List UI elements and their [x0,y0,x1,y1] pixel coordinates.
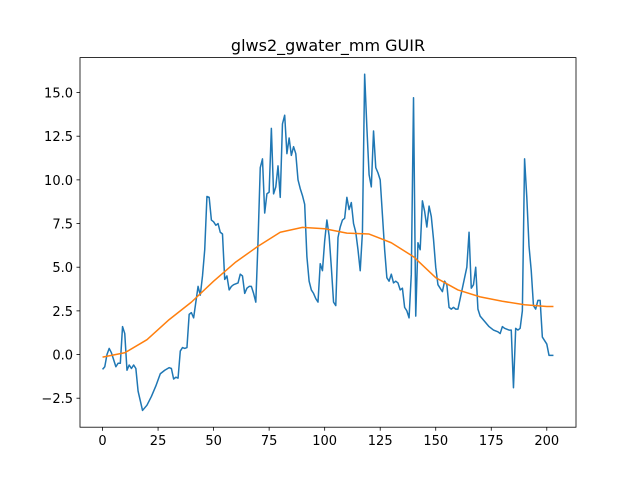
y-tick-label: 10.0 [44,174,73,189]
y-tick-label: −2.5 [41,392,73,407]
plot-frame [79,57,577,428]
y-tick-label: 5.0 [52,261,73,276]
x-tick-label: 200 [534,434,559,449]
x-tick-label: 100 [312,434,337,449]
y-tick-label: 0.0 [52,349,73,364]
x-tick-label: 0 [98,434,106,449]
x-tick-label: 50 [205,434,222,449]
y-tick-label: 7.5 [52,218,73,233]
x-tick-label: 75 [261,434,278,449]
data-line [102,226,554,358]
x-tick-label: 25 [150,434,167,449]
x-tick-label: 125 [368,434,393,449]
x-tick-label: 150 [423,434,448,449]
y-tick-label: 2.5 [52,305,73,320]
x-tick-label: 175 [479,434,504,449]
data-line [101,73,554,412]
chart-title: glws2_gwater_mm GUIR [231,36,425,56]
y-tick-label: 15.0 [44,87,73,102]
y-tick-label: 12.5 [44,130,73,145]
